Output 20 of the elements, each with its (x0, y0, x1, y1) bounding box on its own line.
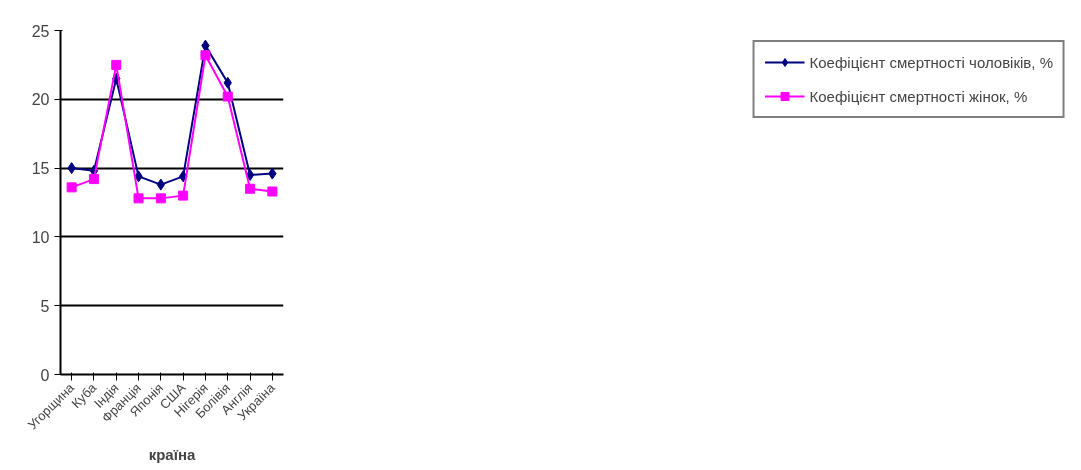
point (222, 91, 233, 102)
point (133, 193, 144, 204)
legend-label: Коефіцієнт смертності жінок, % (809, 87, 1029, 105)
y-tick-label: 15 (31, 160, 50, 178)
point (245, 183, 256, 194)
x-axis-title: країна (148, 445, 196, 463)
legend-label: Коефіцієнт смертності чоловіків, % (809, 53, 1053, 71)
point (156, 178, 166, 191)
point (200, 50, 211, 61)
point (111, 59, 122, 70)
point (88, 174, 99, 185)
y-tick-label: 10 (31, 228, 50, 246)
point (155, 193, 166, 204)
point (178, 190, 189, 201)
y-tick-label: 20 (31, 91, 50, 109)
y-tick-label: 25 (31, 22, 50, 40)
point (66, 182, 77, 193)
point (267, 186, 278, 197)
y-tick-label: 0 (40, 366, 50, 384)
y-tick-label: 5 (40, 297, 50, 315)
